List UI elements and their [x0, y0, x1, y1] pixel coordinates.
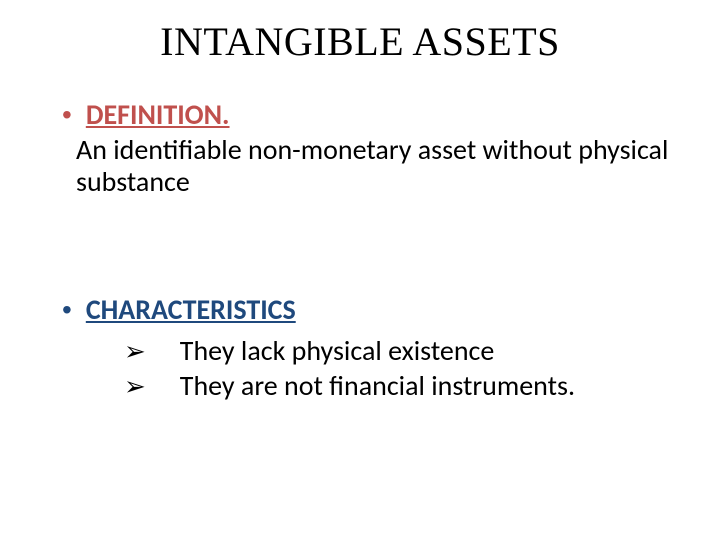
section-characteristics: • CHARACTERISTICS ➢ They lack physical e… [62, 292, 680, 403]
heading-definition: DEFINITION. [86, 97, 230, 132]
spacer [40, 206, 680, 292]
section-definition: • DEFINITION. An identifiable non-moneta… [62, 97, 680, 198]
slide: INTANGIBLE ASSETS • DEFINITION. An ident… [0, 0, 720, 540]
arrow-icon: ➢ [124, 335, 146, 368]
definition-body: An identifiable non-monetary asset witho… [76, 134, 680, 198]
list-item-text: They are not financial instruments. [180, 368, 575, 403]
bullet-icon: • [62, 296, 72, 324]
characteristics-list: ➢ They lack physical existence ➢ They ar… [124, 333, 680, 403]
arrow-icon: ➢ [124, 370, 146, 403]
bullet-row: • CHARACTERISTICS [62, 292, 680, 327]
list-item: ➢ They are not financial instruments. [124, 368, 680, 403]
list-item: ➢ They lack physical existence [124, 333, 680, 368]
heading-characteristics: CHARACTERISTICS [86, 292, 296, 327]
slide-title: INTANGIBLE ASSETS [40, 18, 680, 65]
bullet-row: • DEFINITION. [62, 97, 680, 132]
bullet-icon: • [62, 101, 72, 129]
list-item-text: They lack physical existence [180, 333, 495, 368]
